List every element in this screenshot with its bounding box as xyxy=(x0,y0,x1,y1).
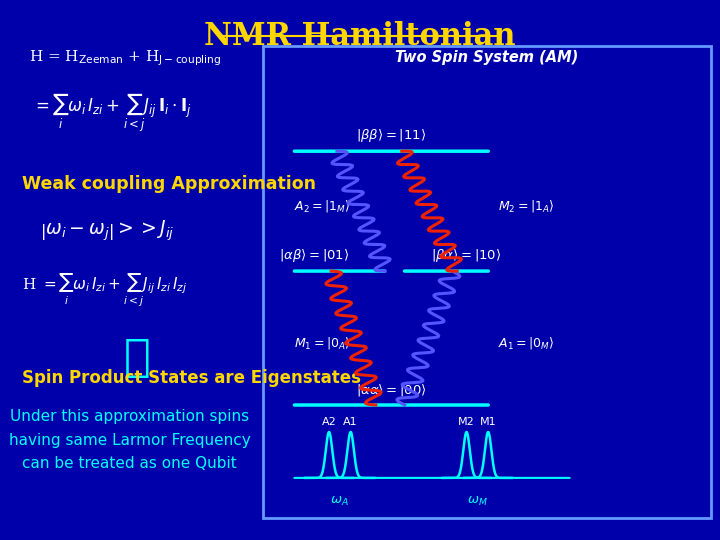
Text: Weak coupling Approximation: Weak coupling Approximation xyxy=(22,174,315,193)
Text: $M_1= |0_A\rangle$: $M_1= |0_A\rangle$ xyxy=(294,335,350,352)
Text: Spin Product States are Eigenstates: Spin Product States are Eigenstates xyxy=(22,369,361,387)
Text: H = H$_{\rm Zeeman}$ + H$_{\rm J-coupling}$: H = H$_{\rm Zeeman}$ + H$_{\rm J-couplin… xyxy=(29,48,221,68)
Text: H $= \sum_i \omega_i\, I_{zi} + \sum_{i<j} J_{ij}\, I_{zi}\, I_{zj}$: H $= \sum_i \omega_i\, I_{zi} + \sum_{i<… xyxy=(22,273,186,308)
Text: Two Spin System (AM): Two Spin System (AM) xyxy=(395,50,578,65)
Text: A1: A1 xyxy=(343,416,358,427)
Text: $A_1= |0_M\rangle$: $A_1= |0_M\rangle$ xyxy=(498,335,554,352)
Text: $= \sum_i \omega_i\, I_{zi} + \sum_{i<j} J_{ij}\, \mathbf{I}_i \cdot \mathbf{I}_: $= \sum_i \omega_i\, I_{zi} + \sum_{i<j}… xyxy=(32,92,192,135)
Text: M2: M2 xyxy=(458,416,475,427)
Text: $M_2= |1_A\rangle$: $M_2= |1_A\rangle$ xyxy=(498,198,554,214)
Text: Under this approximation spins
having same Larmor Frequency
can be treated as on: Under this approximation spins having sa… xyxy=(9,409,251,471)
Text: $|\beta\alpha\rangle= |10\rangle$: $|\beta\alpha\rangle= |10\rangle$ xyxy=(431,247,502,264)
Text: $\left|\omega_i - \omega_j\right| >> J_{ij}$: $\left|\omega_i - \omega_j\right| >> J_{… xyxy=(40,219,174,244)
Text: $\omega_M$: $\omega_M$ xyxy=(467,495,487,508)
Text: M1: M1 xyxy=(480,416,497,427)
Text: A2: A2 xyxy=(322,416,336,427)
Text: $|\beta\beta\rangle= |11\rangle$: $|\beta\beta\rangle= |11\rangle$ xyxy=(356,127,426,144)
Text: $|\alpha\alpha\rangle= |00\rangle$: $|\alpha\alpha\rangle= |00\rangle$ xyxy=(356,382,426,398)
Text: ⏟: ⏟ xyxy=(123,336,150,379)
Text: $A_2= |1_M\rangle$: $A_2= |1_M\rangle$ xyxy=(294,198,350,214)
Text: $|\alpha\beta\rangle= |01\rangle$: $|\alpha\beta\rangle= |01\rangle$ xyxy=(279,247,349,264)
Text: NMR Hamiltonian: NMR Hamiltonian xyxy=(204,21,516,51)
Text: $\omega_A$: $\omega_A$ xyxy=(330,495,349,508)
FancyBboxPatch shape xyxy=(263,46,711,518)
